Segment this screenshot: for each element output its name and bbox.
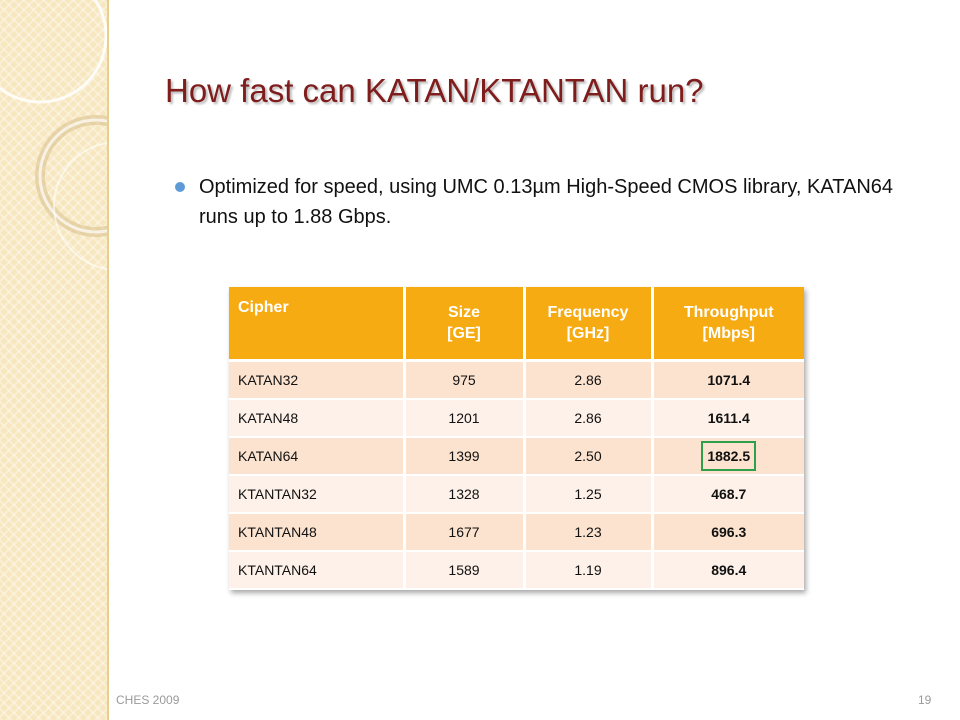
bullet-text: Optimized for speed, using UMC 0.13µm Hi… bbox=[199, 176, 894, 228]
table-header-row: Cipher Size [GE] Frequency [GHz] Throughpu… bbox=[229, 287, 804, 362]
cell-cipher: KTANTAN32 bbox=[229, 475, 406, 514]
cell-cipher: KATAN32 bbox=[229, 360, 406, 400]
table-row: KTANTAN64 1589 1.19 896.4 bbox=[229, 551, 804, 590]
header-cipher: Cipher bbox=[229, 287, 406, 362]
cell-frequency: 1.23 bbox=[524, 513, 654, 552]
cell-frequency: 1.19 bbox=[524, 551, 654, 590]
results-table-grid: Cipher Size [GE] Frequency [GHz] Throughpu… bbox=[229, 287, 804, 590]
cell-size: 1201 bbox=[404, 399, 526, 438]
cell-throughput: 1071.4 bbox=[652, 360, 804, 400]
cell-size: 1328 bbox=[404, 475, 526, 514]
table-row: KATAN48 1201 2.86 1611.4 bbox=[229, 399, 804, 438]
bullet-list: Optimized for speed, using UMC 0.13µm Hi… bbox=[175, 172, 895, 232]
table-row-highlighted: KATAN64 1399 2.50 1882.5 bbox=[229, 437, 804, 476]
footer-conference: CHES 2009 bbox=[116, 693, 180, 707]
decorative-rings-icon bbox=[0, 0, 107, 271]
cell-cipher: KATAN64 bbox=[229, 437, 406, 476]
cell-cipher: KTANTAN64 bbox=[229, 551, 406, 590]
cell-throughput: 696.3 bbox=[652, 513, 804, 552]
table-row: KATAN32 975 2.86 1071.4 bbox=[229, 360, 804, 400]
cell-frequency: 1.25 bbox=[524, 475, 654, 514]
decorative-side-band bbox=[0, 0, 109, 720]
header-throughput: Throughput [Mbps] bbox=[652, 287, 804, 362]
cell-size: 1677 bbox=[404, 513, 526, 552]
results-table: Cipher Size [GE] Frequency [GHz] Throughpu… bbox=[229, 287, 804, 590]
cell-cipher: KATAN48 bbox=[229, 399, 406, 438]
cell-size: 975 bbox=[404, 360, 526, 400]
cell-frequency: 2.50 bbox=[524, 437, 654, 476]
highlight-box: 1882.5 bbox=[701, 441, 757, 471]
header-size: Size [GE] bbox=[404, 287, 526, 362]
cell-throughput: 896.4 bbox=[652, 551, 804, 590]
table-row: KTANTAN32 1328 1.25 468.7 bbox=[229, 475, 804, 514]
slide-title: How fast can KATAN/KTANTAN run? bbox=[165, 72, 704, 109]
cell-throughput-highlighted: 1882.5 bbox=[652, 437, 804, 476]
table-row: KTANTAN48 1677 1.23 696.3 bbox=[229, 513, 804, 552]
cell-cipher: KTANTAN48 bbox=[229, 513, 406, 552]
cell-size: 1589 bbox=[404, 551, 526, 590]
cell-throughput: 468.7 bbox=[652, 475, 804, 514]
bullet-item: Optimized for speed, using UMC 0.13µm Hi… bbox=[175, 172, 895, 232]
cell-frequency: 2.86 bbox=[524, 399, 654, 438]
cell-throughput: 1611.4 bbox=[652, 399, 804, 438]
cell-size: 1399 bbox=[404, 437, 526, 476]
cell-frequency: 2.86 bbox=[524, 360, 654, 400]
header-frequency: Frequency [GHz] bbox=[524, 287, 654, 362]
bullet-dot-icon bbox=[175, 182, 185, 192]
page-number: 19 bbox=[918, 693, 932, 707]
